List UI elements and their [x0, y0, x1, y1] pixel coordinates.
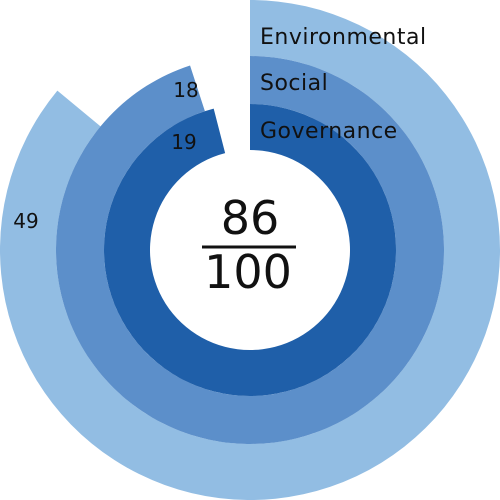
- score-value: 86: [221, 191, 280, 245]
- ring-governance: [103, 104, 396, 396]
- legend-social: Social: [260, 71, 328, 96]
- score-max: 100: [204, 245, 292, 299]
- legend-environmental: Environmental: [260, 25, 427, 50]
- value-label-social: 18: [173, 78, 198, 102]
- chart-legend: Environmental Social Governance: [260, 25, 427, 144]
- legend-governance: Governance: [260, 119, 398, 144]
- value-label-governance: 19: [171, 130, 196, 154]
- value-label-environmental: 49: [13, 209, 38, 233]
- chart-value-labels: 49 18 19: [13, 78, 198, 233]
